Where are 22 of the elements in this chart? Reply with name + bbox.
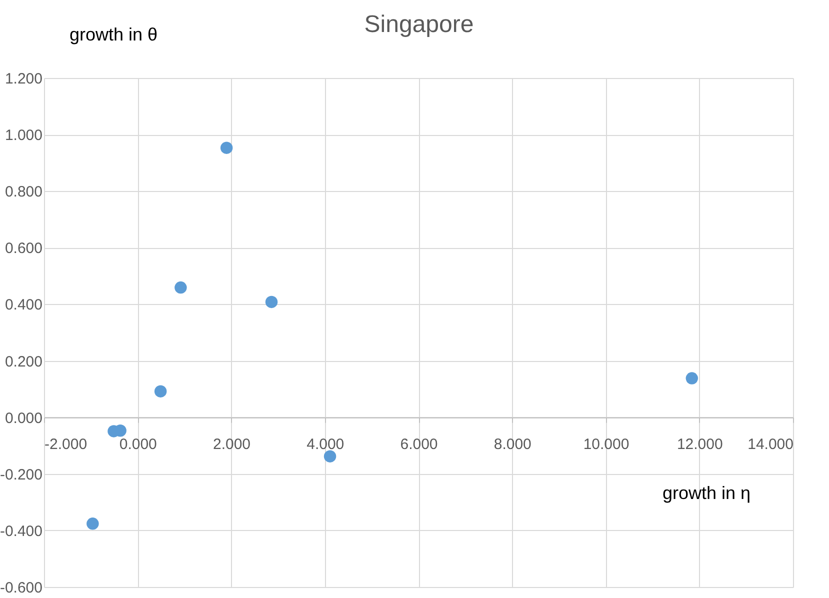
y-tick-label: 0.200 bbox=[4, 353, 42, 370]
y-tick-label: 1.200 bbox=[4, 70, 42, 88]
x-tick-label: -2.000 bbox=[44, 436, 88, 453]
x-tick-label: 2.000 bbox=[212, 436, 251, 453]
x-tick-label: 0.000 bbox=[119, 436, 157, 453]
y-tick-label: 1.000 bbox=[4, 127, 42, 144]
x-tick-label: 10.000 bbox=[583, 436, 630, 453]
x-tick-label: 12.000 bbox=[676, 436, 723, 453]
y-tick-label: -0.600 bbox=[0, 580, 42, 596]
x-tick-label: 14.000 bbox=[748, 436, 794, 453]
y-tick-label: 0.800 bbox=[4, 184, 42, 201]
y-tick-label: -0.400 bbox=[0, 522, 42, 540]
y-tick-label: -0.200 bbox=[0, 466, 42, 484]
y-axis-title: growth in θ bbox=[70, 24, 158, 44]
x-tick-label: 6.000 bbox=[400, 436, 438, 453]
y-tick-label: 0.400 bbox=[4, 296, 42, 314]
chart-title: Singapore bbox=[364, 11, 474, 38]
y-tick-label: 0.000 bbox=[4, 410, 42, 427]
y-tick-label: 0.600 bbox=[4, 240, 42, 258]
x-axis-title: growth in η bbox=[662, 482, 750, 503]
x-tick-label: 4.000 bbox=[306, 436, 344, 453]
x-tick-label: 8.000 bbox=[494, 436, 532, 453]
